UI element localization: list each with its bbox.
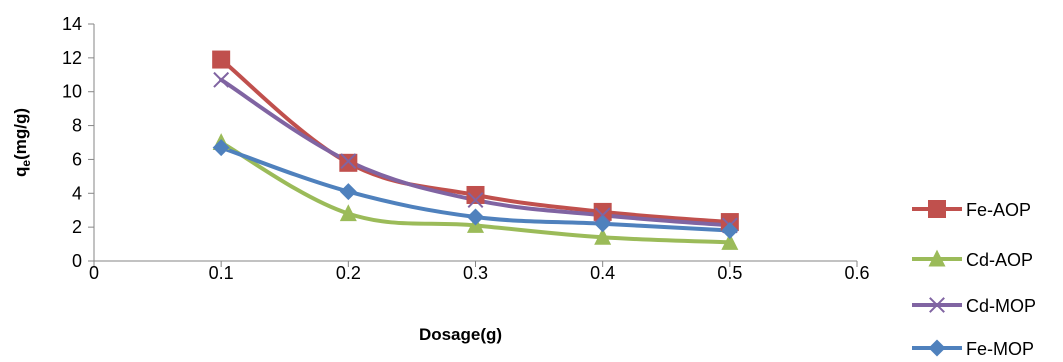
legend-item-cd-aop: Cd-AOP bbox=[912, 249, 1033, 270]
data-point-fe-mop bbox=[212, 139, 230, 157]
x-axis-title: Dosage(g) bbox=[419, 325, 502, 344]
data-point-fe-mop bbox=[721, 222, 739, 240]
data-point-fe-aop bbox=[466, 185, 485, 204]
legend-label: Cd-MOP bbox=[966, 296, 1036, 316]
y-axis-title: qe(mg/g) bbox=[11, 108, 33, 177]
x-tick-label: 0 bbox=[89, 263, 99, 283]
legend-label: Fe-MOP bbox=[966, 339, 1034, 359]
data-point-fe-mop bbox=[339, 183, 357, 201]
legend-label: Cd-AOP bbox=[966, 250, 1033, 270]
data-point-fe-mop bbox=[467, 208, 484, 226]
data-point-fe-mop bbox=[594, 215, 612, 233]
data-point-cd-mop bbox=[467, 192, 484, 208]
data-point-cd-mop bbox=[213, 71, 230, 88]
y-tick-label: 4 bbox=[72, 183, 82, 203]
legend-marker bbox=[928, 200, 946, 218]
legend-marker bbox=[929, 297, 945, 313]
y-axis-title-main: q bbox=[11, 167, 30, 177]
y-tick-label: 2 bbox=[72, 217, 82, 237]
legend-item-fe-mop: Fe-MOP bbox=[912, 339, 1034, 359]
x-tick-label: 0.3 bbox=[463, 263, 488, 283]
x-tick-label: 0.1 bbox=[209, 263, 234, 283]
x-tick-label: 0.2 bbox=[336, 263, 361, 283]
y-axis-title-subscript: e bbox=[19, 160, 33, 167]
y-tick-label: 10 bbox=[62, 82, 82, 102]
legend-marker bbox=[928, 249, 946, 267]
y-tick-label: 12 bbox=[62, 48, 82, 68]
data-point-cd-aop bbox=[339, 204, 357, 222]
x-tick-label: 0.4 bbox=[590, 263, 615, 283]
data-point-cd-aop bbox=[594, 227, 612, 245]
legend-item-fe-aop: Fe-AOP bbox=[912, 200, 1031, 220]
data-point-cd-mop bbox=[340, 153, 357, 170]
data-point-fe-aop bbox=[212, 50, 231, 69]
legend-marker bbox=[928, 339, 946, 357]
y-tick-label: 8 bbox=[72, 116, 82, 136]
y-tick-label: 6 bbox=[72, 149, 82, 169]
y-tick-label: 0 bbox=[72, 251, 82, 271]
data-point-fe-aop bbox=[339, 153, 358, 172]
y-tick-label: 14 bbox=[62, 14, 82, 34]
x-tick-label: 0.6 bbox=[844, 263, 869, 283]
series-markers bbox=[212, 50, 739, 250]
axes: 0 2 4 6 8 10 12 14 0 0.1 0.2 0.3 0.4 0.5 0.6 bbox=[62, 14, 870, 283]
legend-label: Fe-AOP bbox=[966, 200, 1031, 220]
x-tick-label: 0.5 bbox=[717, 263, 742, 283]
y-axis-title-unit: (mg/g) bbox=[11, 108, 30, 160]
legend-item-cd-mop: Cd-MOP bbox=[912, 296, 1036, 316]
data-point-cd-aop bbox=[721, 233, 739, 250]
legend: Fe-AOP Cd-AOP Cd-MOP Fe-MOP bbox=[912, 200, 1036, 359]
